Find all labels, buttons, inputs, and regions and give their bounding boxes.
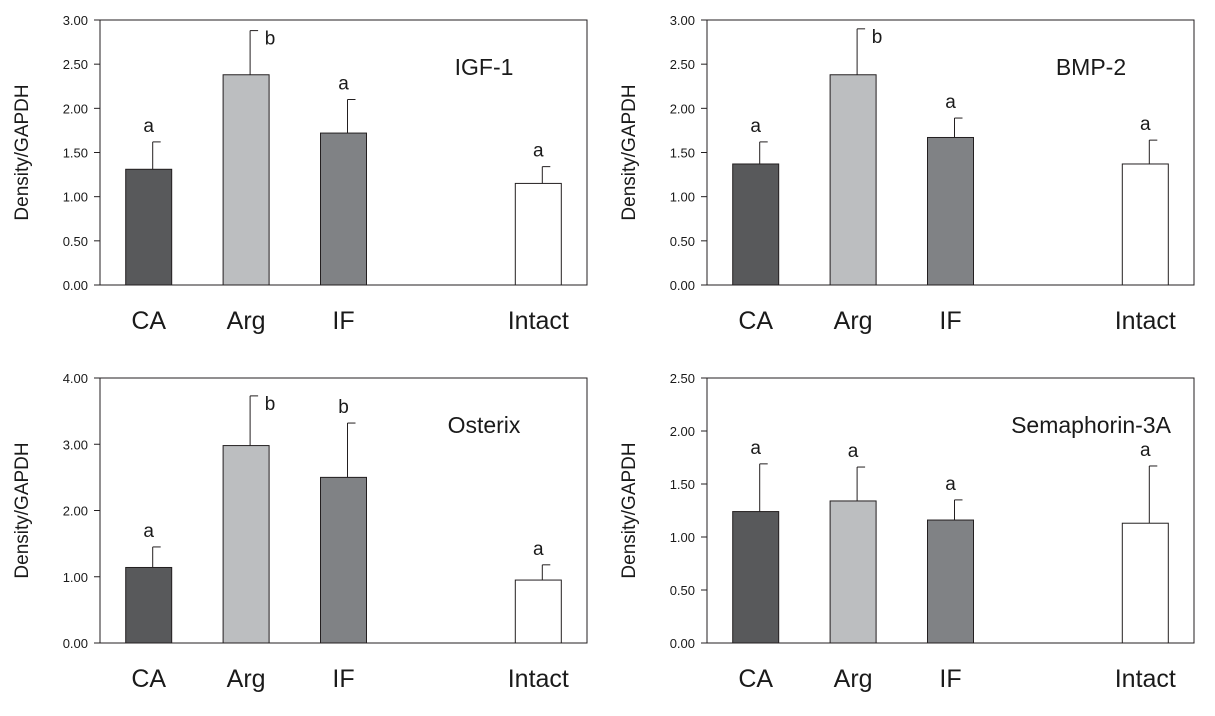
- bar-ca: [732, 163, 780, 286]
- category-label: IF: [332, 307, 354, 335]
- significance-label: a: [533, 539, 544, 560]
- y-tick-label: 1.00: [670, 530, 695, 545]
- bar-chart-bmp2: 0.00 0.50 1.00 1.50 2.00 2.50 3.00 Density/GAPD…: [619, 13, 1195, 335]
- y-tick-label: 2.50: [670, 57, 695, 72]
- bar-arg: [222, 445, 270, 644]
- significance-label: b: [872, 27, 883, 48]
- significance-label: a: [750, 438, 761, 459]
- significance-label: b: [265, 29, 276, 50]
- category-label: CA: [738, 665, 773, 693]
- category-label: Intact: [1115, 307, 1176, 335]
- significance-label: a: [1140, 440, 1151, 461]
- chart-title: IGF-1: [455, 54, 514, 80]
- bar-chart-igf1: 0.00 0.50 1.00 1.50 2.00 2.50 3.00 Density/GAPD…: [12, 13, 588, 335]
- bar-ca: [125, 566, 173, 644]
- chart-title: BMP-2: [1056, 54, 1126, 80]
- chart-panel-semaphorin3a: 0.00 0.50 1.00 1.50 2.00 2.50 Density/GAPDH Sem…: [607, 358, 1214, 716]
- y-tick-label: 0.00: [670, 278, 695, 293]
- category-label: IF: [332, 665, 354, 693]
- category-label: Arg: [834, 665, 873, 693]
- significance-label: b: [338, 397, 349, 418]
- significance-label: a: [945, 474, 956, 495]
- y-axis-label: Density/GAPDH: [12, 84, 33, 220]
- significance-label: a: [533, 141, 544, 162]
- chart-panel-bmp2: 0.00 0.50 1.00 1.50 2.00 2.50 3.00 Density/GAPD…: [607, 0, 1214, 358]
- bar-ca: [732, 511, 780, 644]
- category-label: IF: [939, 307, 961, 335]
- y-tick-label: 3.00: [670, 13, 695, 28]
- significance-label: b: [265, 394, 276, 415]
- y-tick-label: 1.50: [670, 146, 695, 161]
- bar-ca: [125, 168, 173, 286]
- y-tick-label: 2.00: [63, 101, 88, 116]
- bar-intact: [514, 182, 562, 286]
- significance-label: a: [1140, 114, 1151, 135]
- chart-panel-igf1: 0.00 0.50 1.00 1.50 2.00 2.50 3.00 Density/GAPD…: [0, 0, 607, 358]
- y-tick-label: 0.50: [670, 234, 695, 249]
- category-label: CA: [131, 307, 166, 335]
- y-axis-label: Density/GAPDH: [619, 84, 640, 220]
- bar-arg: [829, 500, 877, 644]
- bar-intact: [514, 579, 562, 644]
- category-label: CA: [131, 665, 166, 693]
- significance-label: a: [143, 116, 154, 137]
- category-label: IF: [939, 665, 961, 693]
- chart-title: Semaphorin-3A: [1011, 412, 1171, 438]
- bar-intact: [1121, 163, 1169, 286]
- y-tick-label: 0.50: [670, 583, 695, 598]
- y-axis-label: Density/GAPDH: [12, 442, 33, 578]
- bar-if: [320, 132, 367, 286]
- y-tick-label: 1.00: [63, 570, 88, 585]
- category-label: Arg: [227, 665, 266, 693]
- category-label: Intact: [508, 307, 569, 335]
- bar-arg: [829, 74, 877, 286]
- category-label: Arg: [227, 307, 266, 335]
- y-tick-label: 1.50: [670, 477, 695, 492]
- y-tick-label: 1.00: [670, 190, 695, 205]
- y-tick-label: 0.00: [63, 636, 88, 651]
- y-tick-label: 1.00: [63, 190, 88, 205]
- y-tick-label: 3.00: [63, 437, 88, 452]
- bar-if: [927, 136, 974, 286]
- y-tick-label: 4.00: [63, 371, 88, 386]
- bar-if: [320, 476, 367, 644]
- significance-label: a: [338, 74, 349, 95]
- y-tick-label: 2.50: [670, 371, 695, 386]
- y-tick-label: 2.50: [63, 57, 88, 72]
- y-tick-label: 0.00: [670, 636, 695, 651]
- category-label: CA: [738, 307, 773, 335]
- y-axis-label: Density/GAPDH: [619, 442, 640, 578]
- chart-title: Osterix: [448, 412, 521, 438]
- y-tick-label: 2.00: [670, 101, 695, 116]
- y-tick-label: 1.50: [63, 146, 88, 161]
- bar-chart-semaphorin3a: 0.00 0.50 1.00 1.50 2.00 2.50 Density/GAPDH Sem…: [619, 371, 1195, 693]
- category-label: Intact: [508, 665, 569, 693]
- category-label: Intact: [1115, 665, 1176, 693]
- significance-label: a: [848, 441, 859, 462]
- y-tick-label: 3.00: [63, 13, 88, 28]
- significance-label: a: [750, 116, 761, 137]
- category-label: Arg: [834, 307, 873, 335]
- chart-panel-osterix: 0.00 1.00 2.00 3.00 4.00 Density/GAPDH Osterix…: [0, 358, 607, 716]
- y-tick-label: 2.00: [63, 504, 88, 519]
- significance-label: a: [143, 521, 154, 542]
- bar-intact: [1121, 522, 1169, 644]
- bar-arg: [222, 74, 270, 286]
- significance-label: a: [945, 92, 956, 113]
- y-tick-label: 0.00: [63, 278, 88, 293]
- y-tick-label: 0.50: [63, 234, 88, 249]
- y-tick-label: 2.00: [670, 424, 695, 439]
- bar-if: [927, 519, 974, 644]
- bar-chart-osterix: 0.00 1.00 2.00 3.00 4.00 Density/GAPDH Osterix…: [12, 371, 588, 693]
